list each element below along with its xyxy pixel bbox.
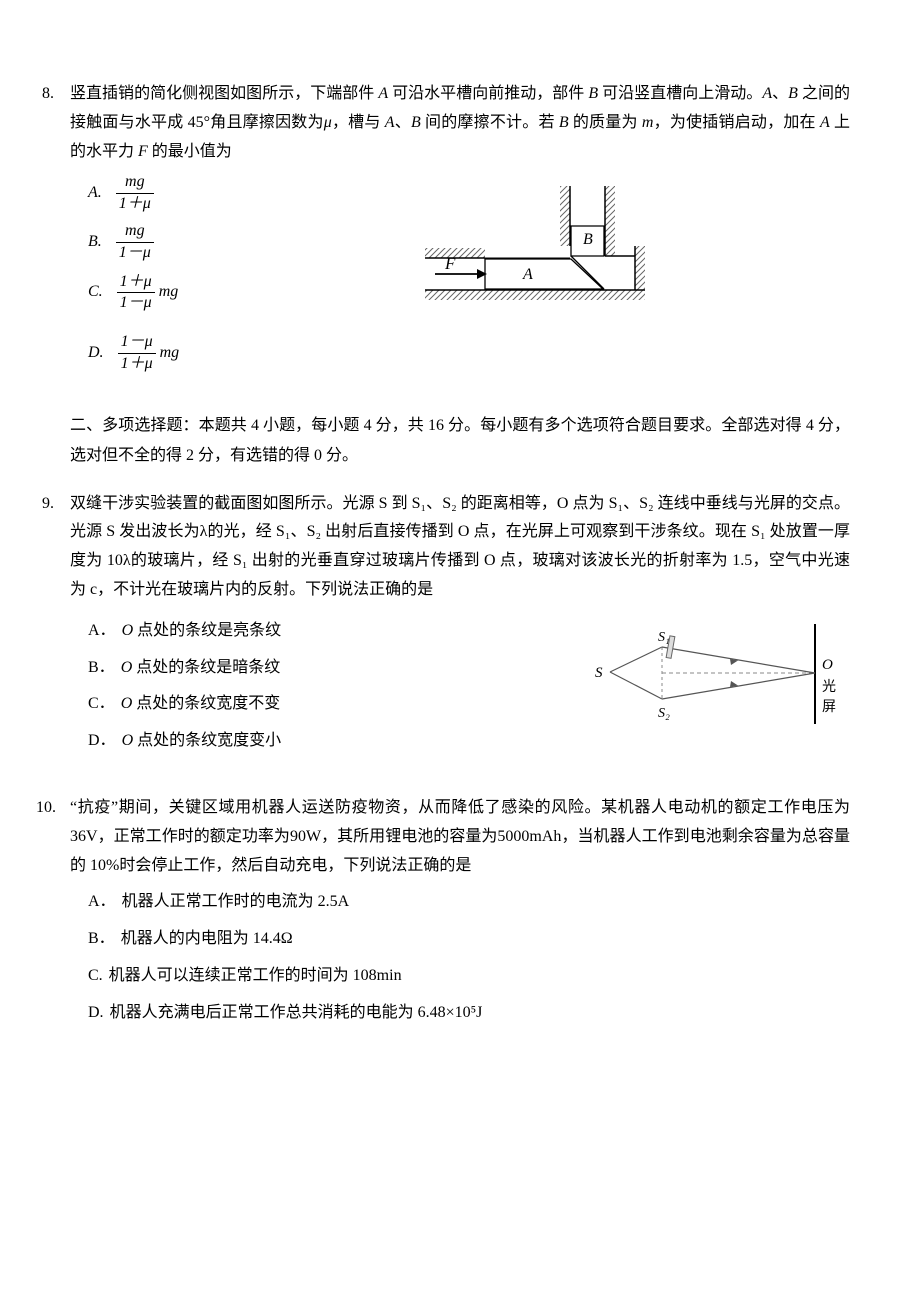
question-8: 8. 竖直插销的简化侧视图如图所示，下端部件 A 可沿水平槽向前推动，部件 B … [70, 80, 850, 381]
q8-d-den: 1＋μ [118, 354, 156, 375]
q8-t7: 、 [395, 114, 411, 131]
q8-diagram-f: F [444, 254, 456, 273]
q8-t1: 竖直插销的简化侧视图如图所示，下端部件 [70, 85, 378, 102]
q8-t10: ，为使插销启动，加在 [653, 114, 820, 131]
q10-d-lbl: D. [88, 1004, 104, 1021]
q9-option-a: A．O 点处的条纹是亮条纹 [88, 617, 570, 646]
q10-b-lbl: B． [88, 930, 115, 947]
question-9-number: 9. [42, 490, 54, 519]
q9-option-c: C．O 点处的条纹宽度不变 [88, 690, 570, 719]
q8-t6: ，槽与 [332, 114, 385, 131]
q8-varA2: A [762, 85, 772, 102]
q8-m: m [642, 114, 654, 131]
q10-option-d: D. 机器人充满电后正常工作总共消耗的电能为 6.48×10⁵J [88, 999, 850, 1028]
q10-a-lbl: A． [88, 893, 116, 910]
q10-option-c: C. 机器人可以连续正常工作的时间为 108min [88, 962, 850, 991]
q9-options: A．O 点处的条纹是亮条纹 B．O 点处的条纹是暗条纹 C．O 点处的条纹宽度不… [88, 617, 570, 764]
q9-a-lbl: A． [88, 622, 116, 639]
q8-diagram-b: B [583, 231, 593, 248]
q9-S2: S₂ [658, 706, 670, 721]
q10-options: A． 机器人正常工作时的电流为 2.5A B． 机器人的内电阻为 14.4Ω C. 机… [88, 888, 850, 1027]
q8-c-suffix: mg [159, 278, 179, 307]
q8-option-c: C. 1＋μ 1－μ mg [88, 272, 179, 315]
q10-c-lbl: C. [88, 967, 103, 984]
q8-b-num: mg [116, 221, 154, 243]
q9-d-txt: 点处的条纹宽度变小 [133, 732, 281, 749]
q8-option-a: A. mg 1＋μ [88, 172, 179, 215]
q9-c-lbl: C． [88, 695, 115, 712]
q8-varA4: A [820, 114, 830, 131]
q8-c-num: 1＋μ [117, 272, 155, 294]
q9-screen2: 屏 [822, 700, 836, 715]
question-8-number: 8. [42, 80, 54, 109]
q9-option-d: D．O 点处的条纹宽度变小 [88, 727, 570, 756]
q8-a-num: mg [116, 172, 154, 194]
question-9: 9. 双缝干涉实验装置的截面图如图所示。光源 S 到 S₁、S₂ 的距离相等，O… [70, 490, 850, 764]
q8-d-label: D. [88, 339, 104, 368]
q8-b-frac: mg 1－μ [116, 221, 154, 264]
q8-d-num: 1－μ [118, 332, 156, 354]
q8-varB1: B [588, 85, 598, 102]
q8-t9: 的质量为 [569, 114, 642, 131]
q8-varA1: A [378, 85, 388, 102]
q10-option-a: A． 机器人正常工作时的电流为 2.5A [88, 888, 850, 917]
q9-O: O [822, 657, 833, 673]
q8-b-label: B. [88, 228, 102, 257]
q8-diagram-a: A [522, 266, 533, 283]
q8-varA3: A [385, 114, 395, 131]
q10-d-txt: 机器人充满电后正常工作总共消耗的电能为 6.48×10⁵J [110, 1004, 483, 1021]
q9-b-lbl: B． [88, 659, 115, 676]
q8-a-frac: mg 1＋μ [116, 172, 154, 215]
q8-t3: 可沿竖直槽向上滑动。 [598, 85, 762, 102]
q8-option-b: B. mg 1－μ [88, 221, 179, 264]
q8-c-den: 1－μ [117, 293, 155, 314]
q8-d-suffix: mg [160, 339, 180, 368]
q8-options: A. mg 1＋μ B. mg 1－μ C. 1＋μ 1－μ mg [88, 172, 179, 380]
q10-option-b: B． 机器人的内电阻为 14.4Ω [88, 925, 850, 954]
question-10-body: “抗疫”期间，关键区域用机器人运送防疫物资，从而降低了感染的风险。某机器人电动机… [70, 794, 850, 880]
q9-diagram: S S₁ S₂ O 光 屏 [590, 611, 850, 750]
section-2-header: 二、多项选择题：本题共 4 小题，每小题 4 分，共 16 分。每小题有多个选项… [70, 411, 850, 472]
q8-F: F [138, 143, 148, 160]
q8-t12: 的最小值为 [148, 143, 232, 160]
q9-option-b: B．O 点处的条纹是暗条纹 [88, 654, 570, 683]
q8-a-den: 1＋μ [116, 194, 154, 215]
q10-c-txt: 机器人可以连续正常工作的时间为 108min [109, 967, 402, 984]
q8-mu1: μ [324, 114, 332, 131]
q9-S1: S₁ [658, 630, 670, 645]
q8-b-den: 1－μ [116, 243, 154, 264]
q9-d-lbl: D． [88, 732, 116, 749]
question-8-body: 竖直插销的简化侧视图如图所示，下端部件 A 可沿水平槽向前推动，部件 B 可沿竖… [70, 80, 850, 166]
q8-varB2: B [788, 85, 798, 102]
q9-b-txt: 点处的条纹是暗条纹 [132, 659, 280, 676]
q8-option-d: D. 1－μ 1＋μ mg [88, 332, 179, 375]
q10-a-txt: 机器人正常工作时的电流为 2.5A [122, 893, 350, 910]
q8-c-frac: 1＋μ 1－μ [117, 272, 155, 315]
q8-a-label: A. [88, 179, 102, 208]
q9-a-txt: 点处的条纹是亮条纹 [133, 622, 281, 639]
question-10: 10. “抗疫”期间，关键区域用机器人运送防疫物资，从而降低了感染的风险。某机器… [70, 794, 850, 1028]
question-9-body: 双缝干涉实验装置的截面图如图所示。光源 S 到 S₁、S₂ 的距离相等，O 点为… [70, 490, 850, 605]
question-10-number: 10. [36, 794, 56, 823]
q8-t2: 可沿水平槽向前推动，部件 [388, 85, 588, 102]
q10-b-txt: 机器人的内电阻为 14.4Ω [121, 930, 293, 947]
q8-d-frac: 1－μ 1＋μ [118, 332, 156, 375]
q8-t4: 、 [772, 85, 788, 102]
q8-c-label: C. [88, 278, 103, 307]
q9-S: S [595, 665, 603, 681]
q8-diagram: F A B [219, 166, 850, 326]
q9-screen1: 光 [822, 679, 836, 695]
q8-varB3: B [411, 114, 421, 131]
q8-varB4: B [559, 114, 569, 131]
q8-t8: 间的摩擦不计。若 [421, 114, 559, 131]
q9-c-txt: 点处的条纹宽度不变 [132, 695, 280, 712]
